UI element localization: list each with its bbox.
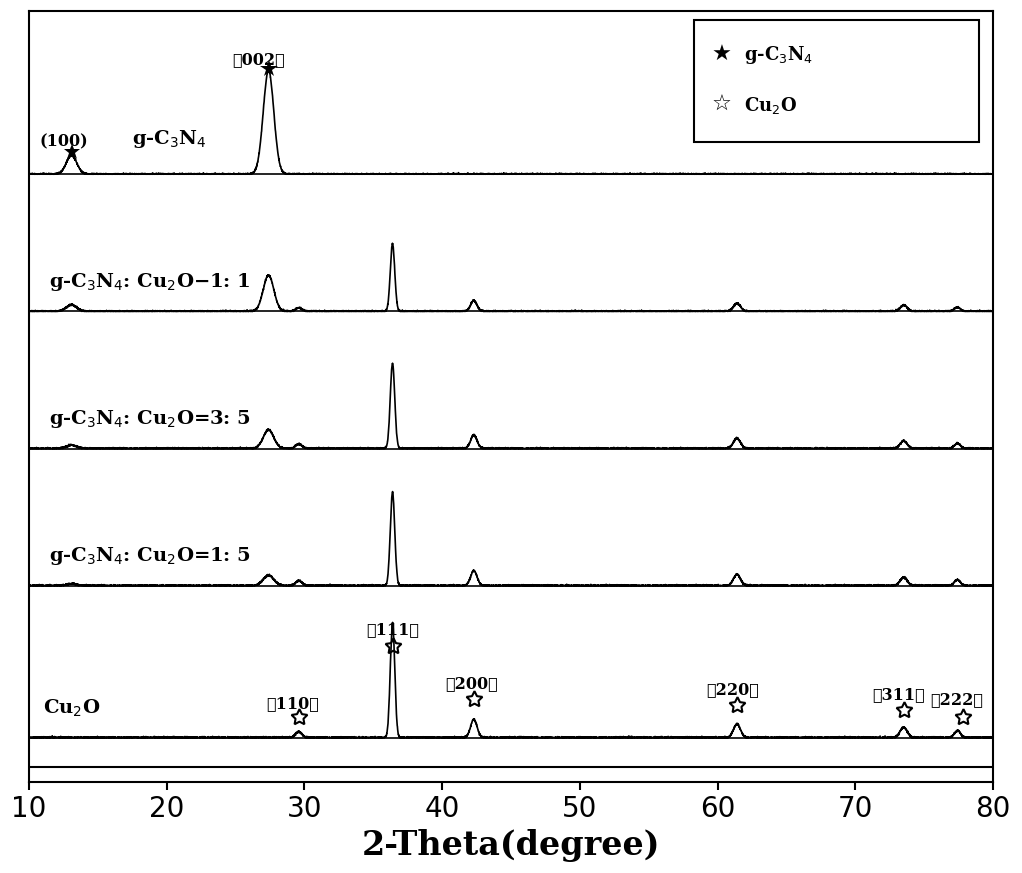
- Text: （110）: （110）: [266, 695, 319, 712]
- Text: Cu$_2$O: Cu$_2$O: [43, 698, 100, 719]
- Text: （111）: （111）: [366, 621, 419, 638]
- Text: （002）: （002）: [233, 52, 285, 68]
- Text: (100): (100): [40, 134, 89, 151]
- Text: g-C$_3$N$_4$: g-C$_3$N$_4$: [132, 128, 206, 150]
- Text: g-C$_3$N$_4$: Cu$_2$O=3: 5: g-C$_3$N$_4$: Cu$_2$O=3: 5: [49, 408, 251, 430]
- FancyBboxPatch shape: [694, 20, 979, 142]
- Text: （200）: （200）: [445, 675, 498, 692]
- Text: g-C$_3$N$_4$: g-C$_3$N$_4$: [744, 44, 814, 66]
- Text: ☆: ☆: [711, 95, 731, 115]
- Text: （220）: （220）: [706, 681, 759, 698]
- Text: ★: ★: [711, 45, 731, 65]
- X-axis label: 2-Theta(degree): 2-Theta(degree): [362, 828, 660, 862]
- Text: Cu$_2$O: Cu$_2$O: [744, 94, 797, 116]
- Text: （222）: （222）: [930, 691, 983, 709]
- Text: g-C$_3$N$_4$: Cu$_2$O−1: 1: g-C$_3$N$_4$: Cu$_2$O−1: 1: [49, 271, 251, 292]
- Text: （311）: （311）: [872, 686, 925, 703]
- Text: g-C$_3$N$_4$: Cu$_2$O=1: 5: g-C$_3$N$_4$: Cu$_2$O=1: 5: [49, 545, 251, 567]
